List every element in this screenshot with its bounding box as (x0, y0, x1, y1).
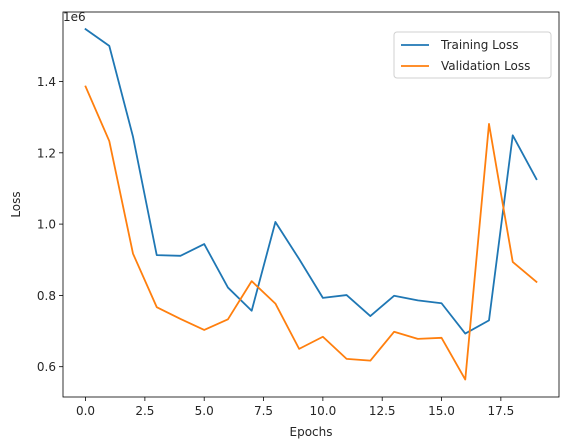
series-line-validation-loss (84, 85, 538, 381)
x-tick-label: 10.0 (310, 404, 337, 418)
legend-label-validation-loss: Validation Loss (441, 59, 530, 73)
y-tick-label: 1.2 (37, 146, 56, 160)
series-line-training-loss (84, 27, 538, 335)
y-tick-label: 1.4 (37, 75, 56, 89)
x-tick-label: 5.0 (195, 404, 214, 418)
x-tick-label: 0.0 (76, 404, 95, 418)
x-axis-label: Epochs (290, 425, 333, 439)
y-axis-ticks: 0.6 0.8 1.0 1.2 1.4 (37, 75, 63, 374)
x-tick-label: 7.5 (254, 404, 273, 418)
x-tick-label: 15.0 (428, 404, 455, 418)
x-axis-ticks: 0.0 2.5 5.0 7.5 10.0 12.5 15.0 17.5 (76, 397, 514, 418)
y-tick-label: 0.8 (37, 289, 56, 303)
y-tick-label: 0.6 (37, 360, 56, 374)
y-tick-label: 1.0 (37, 218, 56, 232)
x-tick-label: 2.5 (135, 404, 154, 418)
x-tick-label: 17.5 (487, 404, 514, 418)
y-axis-label: Loss (9, 191, 23, 217)
legend-frame (393, 31, 552, 79)
series-layer (84, 27, 538, 381)
legend-label-training-loss: Training Loss (440, 38, 518, 52)
legend: Training Loss Validation Loss (393, 31, 552, 79)
y-offset-label: 1e6 (63, 10, 86, 24)
plot-frame (62, 11, 560, 398)
x-tick-label: 12.5 (369, 404, 396, 418)
